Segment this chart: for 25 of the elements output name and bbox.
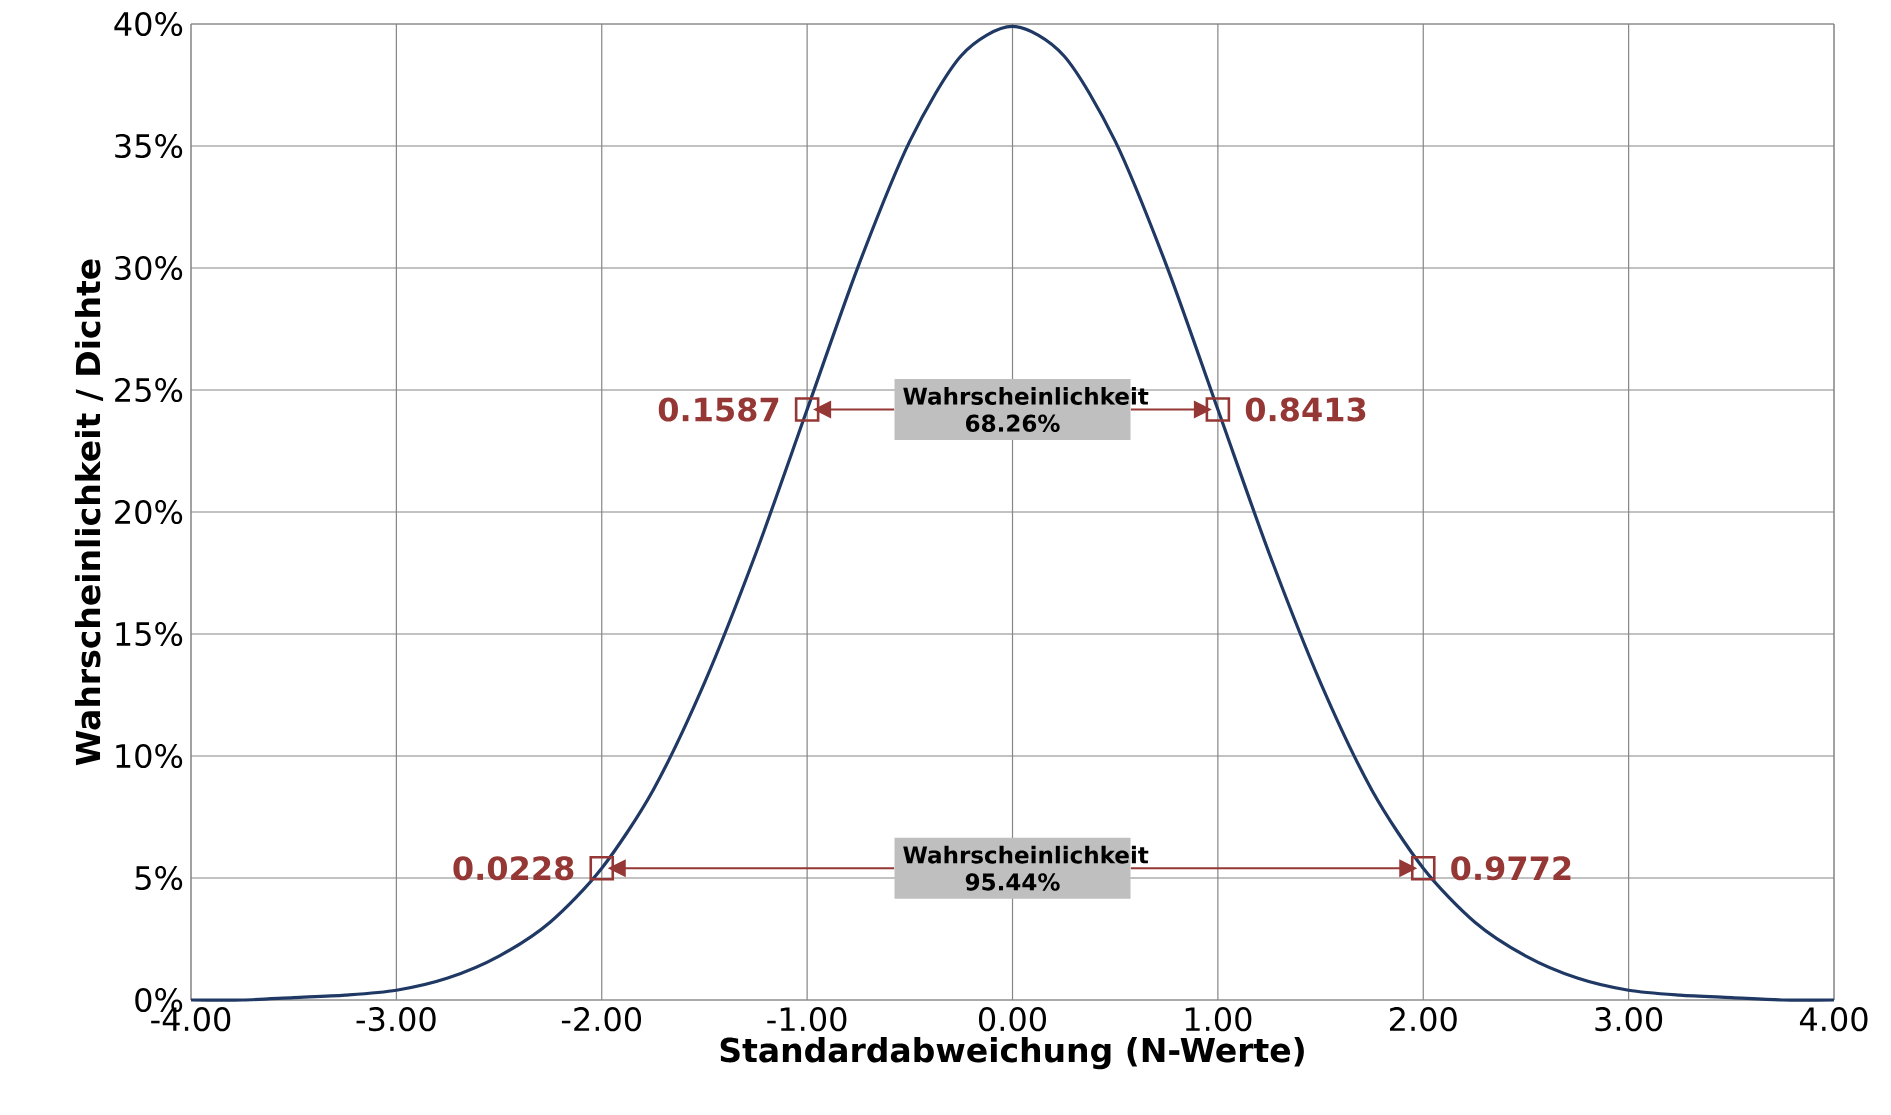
annotation: Wahrscheinlichkeit 68.26% xyxy=(903,387,1149,432)
x-tick-label: 3.00 xyxy=(1595,1007,1663,1032)
annotation: Wahrscheinlichkeit 95.44% xyxy=(903,845,1149,891)
y-tick-label: 20% xyxy=(115,499,183,525)
line-series xyxy=(189,24,1836,1002)
x-tick-label: 4.00 xyxy=(1799,1007,1868,1032)
y-tick-label: 35% xyxy=(115,133,183,159)
y-tick-label: 30% xyxy=(115,255,183,281)
x-tick-label: -1.00 xyxy=(767,1007,847,1032)
y-tick-label: 5% xyxy=(135,865,183,891)
annotation: 0.9772 xyxy=(1451,856,1571,881)
x-tick-label: 1.00 xyxy=(1185,1007,1252,1032)
y-tick-label: 10% xyxy=(116,743,183,769)
y-tick-label: 15% xyxy=(116,621,183,647)
annotation: 0.8413 xyxy=(1245,397,1366,422)
x-tick-label: 2.00 xyxy=(1389,1007,1457,1032)
x-tick-label: -3.00 xyxy=(356,1007,436,1032)
annotation: 0.0228 xyxy=(453,856,574,881)
y-axis-title: Wahrscheinlichkeit / Dichte xyxy=(74,259,104,766)
y-tick-label: 40% xyxy=(114,11,183,37)
x-tick-label: 0.00 xyxy=(978,1007,1046,1032)
y-tick-label: 25% xyxy=(115,377,183,403)
annotation: 0.1587 xyxy=(658,397,779,422)
x-tick-label: -2.00 xyxy=(561,1007,642,1032)
x-axis-title: Standardabweichung (N-Werte) xyxy=(720,1037,1304,1070)
